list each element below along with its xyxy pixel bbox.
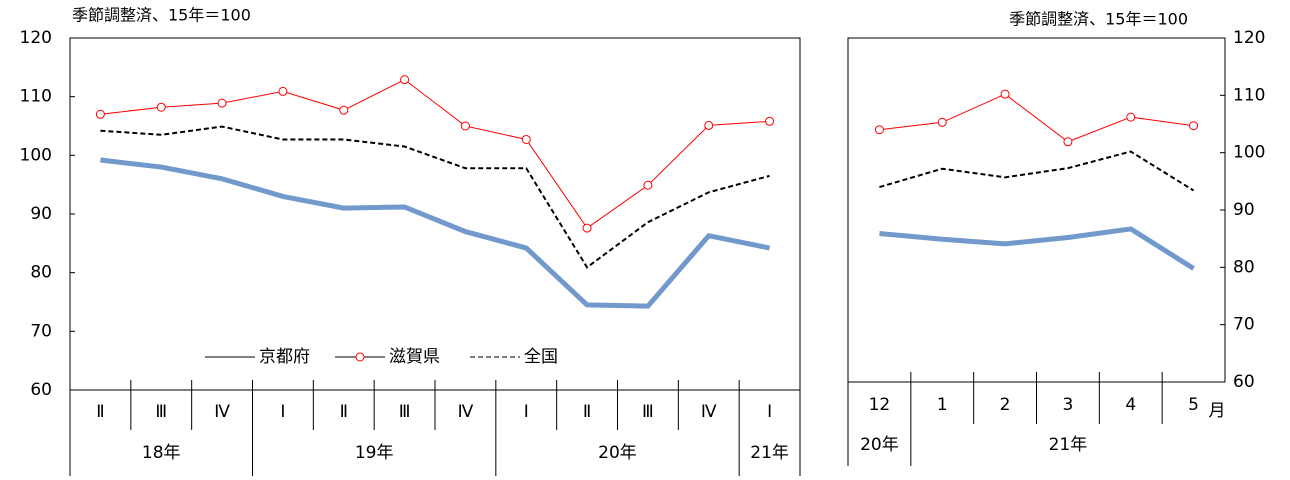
x-tick-label: 12 (869, 395, 891, 415)
legend-label: 全国 (524, 347, 558, 367)
y-tick-label: 120 (20, 28, 52, 48)
x-tick-label: 1 (937, 395, 948, 415)
y-tick-label: 60 (30, 380, 52, 400)
marker (582, 223, 592, 233)
x-tick-label: 5 (1188, 395, 1199, 415)
x-tick-label: Ⅲ (155, 402, 167, 422)
series-line (100, 125, 770, 269)
x-tick-label: Ⅱ (583, 402, 591, 422)
year-label: 20年 (860, 435, 899, 455)
series-line (879, 93, 1194, 143)
y-tick-label: 120 (1233, 28, 1265, 48)
marker (1189, 121, 1199, 131)
legend-marker (355, 352, 365, 362)
x-tick-label: 3 (1063, 395, 1074, 415)
legend-label: 京都府 (259, 347, 310, 367)
x-tick-label: Ⅰ (280, 402, 285, 422)
x-unit: 月 (1209, 401, 1226, 421)
y-tick-label: 80 (1233, 257, 1255, 277)
marker (704, 120, 714, 130)
marker (339, 105, 349, 115)
y-tick-label: 110 (1233, 85, 1265, 105)
x-tick-label: Ⅰ (767, 402, 772, 422)
marker (460, 121, 470, 131)
y-tick-label: 80 (30, 263, 52, 283)
marker (643, 180, 653, 190)
y-tick-label: 70 (1233, 315, 1255, 335)
y-tick-label: 100 (1233, 143, 1265, 163)
x-tick-label: Ⅳ (701, 402, 717, 422)
plot-frame (847, 37, 1226, 383)
series-line (879, 150, 1195, 192)
marker (217, 98, 227, 108)
marker (400, 75, 410, 85)
y-tick-label: 70 (30, 321, 52, 341)
y-tick-label: 60 (1233, 372, 1255, 392)
year-label: 18年 (142, 443, 181, 463)
series-line (879, 226, 1195, 271)
x-tick-label: Ⅲ (642, 402, 654, 422)
subtitle: 季節調整済、15年＝100 (1009, 10, 1188, 29)
year-label: 21年 (1049, 435, 1088, 455)
marker (874, 125, 884, 135)
x-tick-label: 2 (1000, 395, 1011, 415)
legend-label: 滋賀県 (389, 347, 440, 367)
y-tick-label: 110 (20, 87, 52, 107)
year-label: 21年 (750, 443, 789, 463)
marker (278, 86, 288, 96)
series-line (100, 79, 770, 229)
subtitle: 季節調整済、15年＝100 (72, 6, 251, 25)
x-tick-label: Ⅲ (399, 402, 411, 422)
series-line (100, 157, 771, 309)
y-tick-label: 100 (20, 145, 52, 165)
marker (1063, 137, 1073, 147)
y-tick-label: 90 (30, 204, 52, 224)
year-label: 20年 (598, 443, 637, 463)
x-tick-label: Ⅳ (214, 402, 230, 422)
x-tick-label: Ⅱ (96, 402, 104, 422)
year-label: 19年 (355, 443, 394, 463)
marker (156, 102, 166, 112)
marker (765, 116, 775, 126)
marker (937, 117, 947, 127)
x-tick-label: Ⅳ (458, 402, 474, 422)
marker (95, 109, 105, 119)
x-tick-label: Ⅱ (340, 402, 348, 422)
marker (521, 134, 531, 144)
marker (1126, 112, 1136, 122)
plot-frame (69, 37, 801, 391)
x-tick-label: Ⅰ (524, 402, 529, 422)
marker (1000, 89, 1010, 99)
y-tick-label: 90 (1233, 200, 1255, 220)
x-tick-label: 4 (1125, 395, 1136, 415)
